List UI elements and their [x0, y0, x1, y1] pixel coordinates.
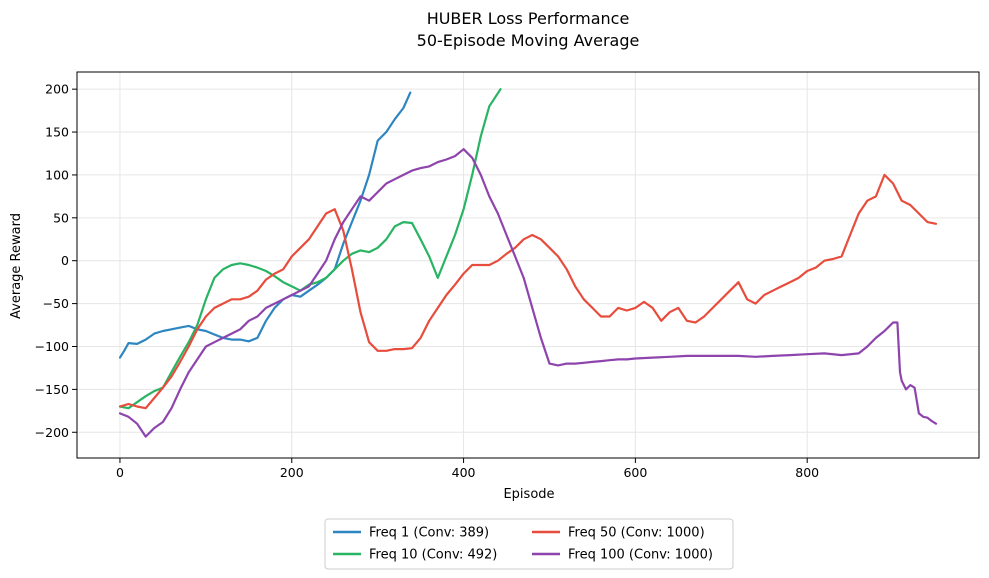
y-axis-label: Average Reward [9, 213, 24, 319]
y-tick-label: 200 [45, 82, 69, 97]
series-lines [118, 88, 938, 438]
y-tick-label: −200 [35, 425, 69, 440]
y-tick-label: −100 [35, 339, 69, 354]
series-line-3 [118, 173, 938, 410]
y-tick-label: −150 [35, 382, 69, 397]
series-line-2 [118, 88, 502, 410]
legend: Freq 1 (Conv: 389) Freq 10 (Conv: 492) Fre… [324, 518, 734, 570]
x-tick-label: 400 [452, 465, 476, 480]
legend-label-1: Freq 1 (Conv: 389) [369, 526, 489, 541]
plot-frame [76, 71, 980, 459]
x-tick-label: 800 [795, 465, 819, 480]
y-tick-label: 100 [45, 167, 69, 182]
x-tick-label: 0 [116, 465, 124, 480]
chart-title: HUBER Loss Performance [427, 9, 630, 28]
chart-subtitle: 50-Episode Moving Average [417, 31, 640, 50]
x-axis-label: Episode [503, 487, 554, 502]
legend-label-4: Freq 100 (Conv: 1000) [568, 548, 713, 563]
legend-frame [324, 518, 734, 570]
legend-label-3: Freq 50 (Conv: 1000) [568, 526, 705, 541]
y-tick-label: 50 [53, 210, 69, 225]
y-tick-label: 150 [45, 125, 69, 140]
series-line-4 [118, 148, 938, 438]
x-tick-label: 600 [623, 465, 647, 480]
grid [77, 72, 979, 458]
axis-ticks: 0 200 400 600 800 −200 −150 −100 −50 0 50 100 150 200 [35, 82, 820, 480]
legend-label-2: Freq 10 (Conv: 492) [369, 548, 497, 563]
y-tick-label: −50 [43, 296, 69, 311]
x-tick-label: 200 [280, 465, 304, 480]
y-tick-label: 0 [61, 253, 69, 268]
